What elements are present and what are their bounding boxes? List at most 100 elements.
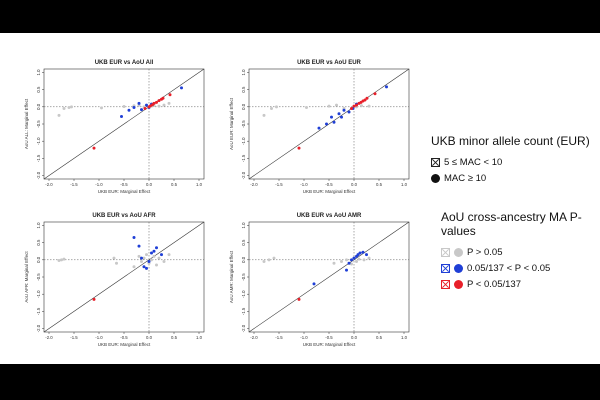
data-point-gray: [340, 260, 343, 264]
x-tick-label: -2.0: [45, 182, 53, 187]
red-dot-icon: [454, 279, 463, 289]
data-point-blue: [180, 86, 183, 90]
y-tick-label: 0.5: [241, 239, 246, 246]
x-tick-label: 1.0: [401, 182, 408, 187]
data-point-blue: [137, 244, 141, 248]
data-point-blue: [352, 256, 356, 260]
x-tick-label: 1.0: [196, 182, 203, 187]
data-point-red: [297, 146, 301, 150]
y-tick-label: -1.5: [241, 154, 246, 162]
mac-legend: UKB minor allele count (EUR) 5 ≤ MAC < 1…: [431, 134, 590, 186]
chart-title: UKB EUR vs AoU AMR: [297, 213, 362, 219]
data-point-gray: [357, 257, 361, 261]
data-point-gray: [70, 105, 73, 109]
crossed-box-icon: [431, 157, 440, 167]
y-tick-label: 0.5: [36, 239, 41, 246]
mac-legend-label: 5 ≤ MAC < 10: [444, 156, 503, 168]
y-tick-label: -0.5: [36, 120, 41, 128]
data-point-gray: [167, 253, 171, 257]
data-point-gray: [272, 256, 276, 260]
data-point-blue: [385, 85, 388, 89]
data-point-red: [157, 99, 161, 103]
y-tick-label: -2.0: [36, 171, 41, 179]
blue-dot-icon: [454, 263, 463, 273]
data-point-blue: [132, 106, 136, 109]
data-point-gray: [360, 104, 363, 108]
scatter-plot: UKB EUR vs AoU EUR -2.0 -1.5 -1.0 -0.5 0.0 0.5…: [229, 60, 410, 194]
data-point-blue: [356, 253, 360, 257]
y-tick-label: -2.0: [241, 171, 246, 179]
data-point-blue: [145, 103, 148, 107]
x-tick-label: -2.0: [250, 335, 258, 340]
data-point-gray: [122, 104, 126, 108]
y-tick-label: -1.0: [36, 137, 41, 145]
x-tick-label: 0.5: [171, 182, 178, 187]
y-tick-label: 0.0: [241, 256, 246, 263]
x-tick-label: -2.0: [45, 335, 53, 340]
data-point-red: [352, 104, 356, 108]
data-point-gray: [350, 262, 353, 266]
data-point-blue: [137, 101, 141, 105]
scatter-plot: UKB EUR vs AoU All -2.0 -1.5 -1.0 -0.5 0.0 0.5…: [24, 60, 205, 194]
data-point-blue: [337, 112, 341, 116]
x-axis-label: UKB EUR: Marginal Effect: [303, 342, 356, 347]
pvalue-legend-item-blue: 0.05/137 < P < 0.05: [441, 260, 600, 276]
data-point-blue: [332, 120, 336, 124]
data-point-gray: [367, 104, 371, 108]
x-tick-label: -0.5: [325, 182, 333, 187]
data-point-red: [363, 98, 367, 102]
data-point-blue: [145, 266, 148, 270]
identity-line: [43, 68, 205, 180]
x-axis-label: UKB EUR: Marginal Effect: [98, 342, 151, 347]
y-tick-label: -1.5: [36, 307, 41, 315]
y-tick-label: -2.0: [241, 324, 246, 332]
data-point-gray: [327, 104, 331, 108]
chart-title: UKB EUR vs AoU All: [95, 60, 154, 66]
data-point-blue: [160, 253, 163, 257]
data-point-gray: [57, 113, 61, 117]
data-point-gray: [57, 259, 61, 262]
data-point-blue: [358, 251, 362, 255]
data-point-gray: [132, 265, 136, 269]
x-tick-label: 0.0: [351, 335, 358, 340]
mac-legend-item-crossed-box: 5 ≤ MAC < 10: [431, 154, 590, 170]
x-tick-label: -0.5: [325, 335, 333, 340]
slide: UKB EUR vs AoU All -2.0 -1.5 -1.0 -0.5 0.0 0.5…: [0, 33, 600, 364]
data-point-gray: [140, 260, 143, 264]
pvalue-legend-item-gray: P > 0.05: [441, 244, 600, 260]
data-point-gray: [100, 106, 103, 110]
chart-title: UKB EUR vs AoU EUR: [297, 60, 361, 66]
y-axis-label: AoU AFR: Marginal Effect: [24, 251, 29, 303]
data-point-red: [355, 103, 358, 107]
data-point-gray: [262, 260, 266, 264]
x-tick-label: 0.5: [171, 335, 178, 340]
x-tick-label: -1.0: [300, 182, 308, 187]
data-point-blue: [140, 108, 143, 112]
mac-legend-item-filled-dot: MAC ≥ 10: [431, 170, 590, 186]
data-point-gray: [67, 106, 71, 109]
x-tick-label: -1.0: [95, 182, 103, 187]
data-point-red: [143, 107, 147, 111]
x-tick-label: 0.5: [376, 335, 383, 340]
data-point-gray: [275, 105, 278, 109]
gray-dot-icon: [454, 247, 463, 257]
data-point-gray: [355, 260, 358, 264]
pvalue-legend-label: P > 0.05: [467, 246, 503, 258]
y-tick-label: -1.5: [241, 307, 246, 315]
pvalue-legend-label: 0.05/137 < P < 0.05: [467, 262, 551, 274]
data-point-gray: [362, 258, 366, 262]
data-point-gray: [115, 261, 118, 265]
data-point-blue: [347, 110, 351, 114]
blue-crossed-box-icon: [441, 263, 450, 273]
y-tick-label: -0.5: [241, 273, 246, 281]
y-tick-label: 1.0: [36, 222, 41, 229]
y-axis-label: AoU AMR: Marginal Effect: [229, 250, 234, 303]
data-point-red: [92, 146, 96, 150]
data-point-blue: [127, 108, 131, 112]
x-tick-label: 0.0: [146, 182, 153, 187]
x-tick-label: -2.0: [250, 182, 258, 187]
data-point-gray: [262, 113, 266, 117]
y-tick-label: -0.5: [241, 120, 246, 128]
data-point-blue: [155, 246, 158, 250]
data-point-blue: [342, 108, 346, 112]
